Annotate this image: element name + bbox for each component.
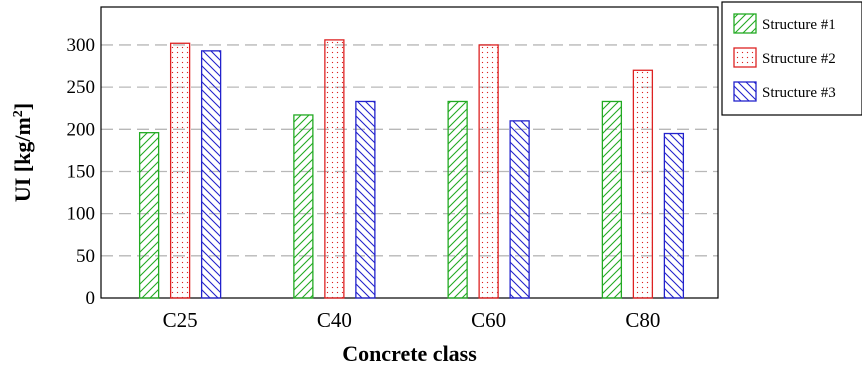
legend: Structure #1 Structure #2 Structure #3 (721, 1, 862, 116)
legend-swatch-3 (733, 81, 757, 102)
plot-area (100, 6, 719, 299)
y-tick-label: 100 (67, 204, 96, 225)
y-tick-label: 300 (67, 35, 96, 56)
x-axis-title: Concrete class (342, 341, 477, 365)
bar-c80-series-3 (663, 132, 685, 299)
bar-c40-series-2 (324, 39, 345, 299)
bar-c25-series-2 (169, 42, 191, 299)
x-tick-label: C80 (625, 308, 660, 332)
x-tick-label: C40 (317, 308, 352, 332)
x-tick-label: C25 (163, 308, 198, 332)
bar-c25-series-3 (200, 50, 222, 299)
bar-c80-series-1 (601, 100, 623, 299)
grid-lines (101, 44, 718, 257)
y-axis-title-end: ] (10, 103, 35, 110)
bar-c80-series-2 (632, 69, 654, 299)
bar-c60-series-3 (509, 120, 530, 299)
legend-swatch-2 (733, 47, 757, 68)
y-tick-label: 250 (67, 77, 96, 98)
legend-label-3: Structure #3 (762, 85, 836, 101)
y-axis-title-superscript: 2 (11, 110, 26, 117)
y-axis-title-main: UI [kg/m (10, 117, 35, 202)
x-axis-labels: C25 C40 C60 C80 (163, 308, 661, 332)
y-tick-label: 50 (76, 246, 95, 267)
legend-swatch-1 (733, 13, 757, 34)
bars (138, 39, 685, 299)
bar-c60-series-1 (447, 100, 468, 299)
bar-c40-series-3 (355, 100, 376, 299)
bar-c40-series-1 (293, 114, 314, 299)
y-tick-label: 150 (67, 161, 96, 182)
bar-c25-series-1 (138, 132, 160, 299)
y-axis-title: UI [kg/m2] (10, 103, 35, 202)
legend-label-2: Structure #2 (762, 51, 836, 67)
bar-c60-series-2 (478, 44, 499, 299)
y-tick-label: 200 (67, 119, 96, 140)
y-tick-label: 0 (86, 288, 96, 309)
x-tick-label: C60 (471, 308, 506, 332)
legend-label-1: Structure #1 (762, 17, 836, 33)
y-axis-ticks: 0 50 100 150 200 250 300 (67, 35, 96, 309)
